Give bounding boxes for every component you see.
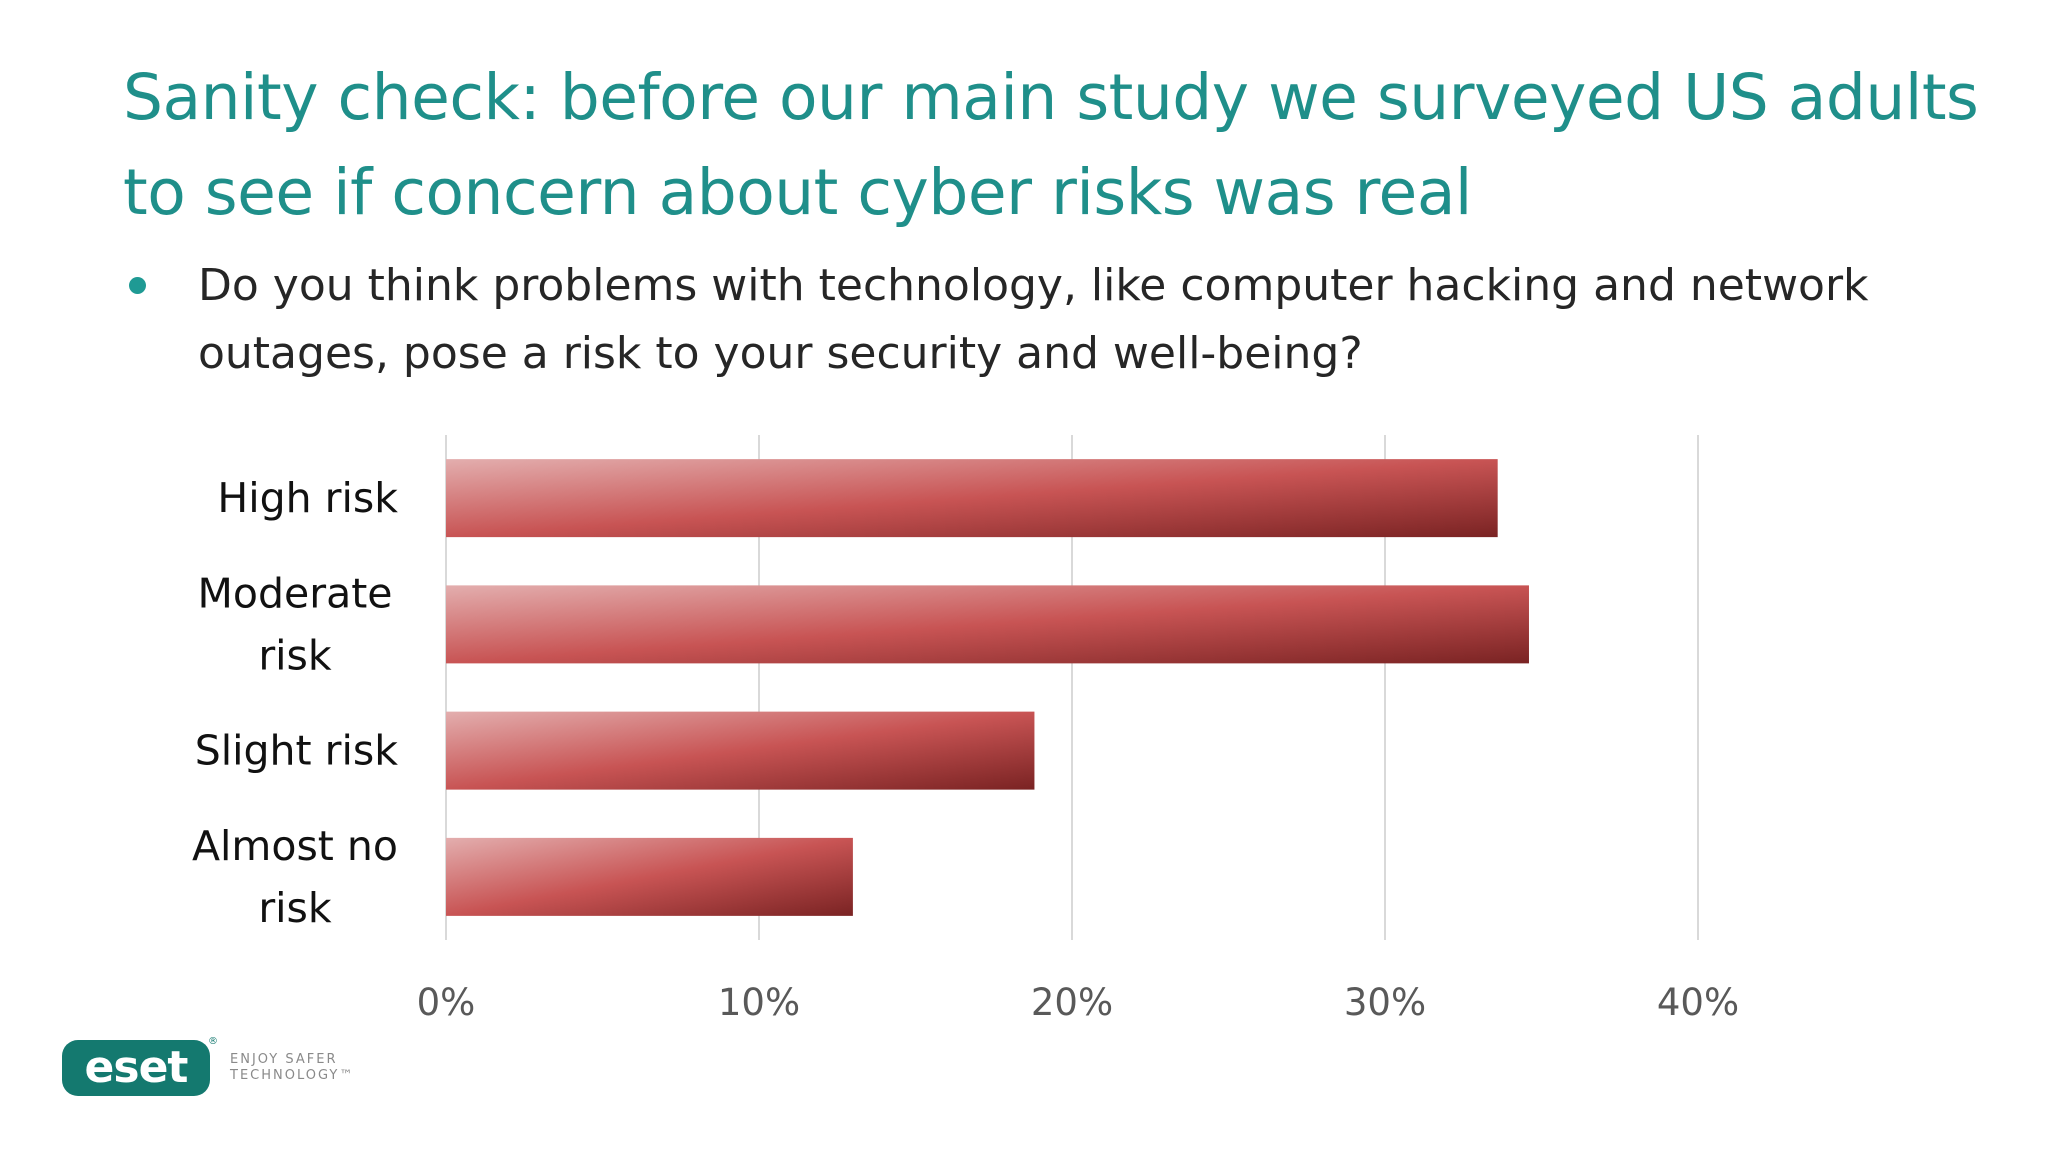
category-label-line: Moderate	[198, 569, 393, 617]
eset-logo-badge: eset ®	[62, 1036, 218, 1096]
category-label: Slight risk	[195, 727, 399, 775]
bullet-dot-icon	[129, 277, 146, 294]
category-label: Moderate risk	[198, 569, 393, 679]
category-label-line: Almost no	[192, 822, 398, 870]
eset-logo-text: eset	[84, 1042, 189, 1093]
survey-question: Do you think problems with technology, l…	[198, 260, 1869, 379]
bar	[446, 459, 1498, 538]
category-axis: High risk Moderate risk Slight risk Almost n…	[192, 474, 398, 932]
value-axis: 0% 10% 20% 30% 40%	[417, 981, 1739, 1024]
logo-tagline-line2: TECHNOLOGY™	[230, 1068, 355, 1083]
bullet-point: Do you think problems with technology, l…	[123, 252, 1923, 388]
category-label-line: risk	[258, 631, 332, 679]
chart-bars	[446, 459, 1529, 916]
bar	[446, 837, 853, 916]
x-tick-label: 40%	[1657, 981, 1739, 1024]
logo-tagline: ENJOY SAFER TECHNOLOGY™	[230, 1052, 354, 1084]
x-tick-label: 20%	[1031, 981, 1113, 1024]
bar	[446, 711, 1035, 790]
x-tick-label: 30%	[1344, 981, 1426, 1024]
x-tick-label: 0%	[417, 981, 476, 1024]
trademark-icon: ®	[208, 1036, 218, 1047]
eset-logo: eset ® ENJOY SAFER TECHNOLOGY™	[62, 1036, 354, 1096]
logo-tagline-line1: ENJOY SAFER	[230, 1052, 338, 1067]
category-label: High risk	[217, 474, 398, 522]
bar	[446, 585, 1529, 664]
slide-title: Sanity check: before our main study we s…	[123, 61, 1979, 229]
category-label: Almost no risk	[192, 822, 398, 932]
category-label-line: risk	[258, 884, 332, 932]
x-tick-label: 10%	[718, 981, 800, 1024]
